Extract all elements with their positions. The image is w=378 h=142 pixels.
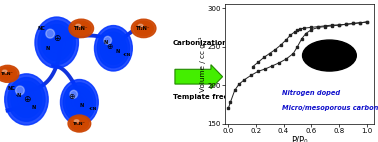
Ellipse shape — [74, 23, 88, 34]
Ellipse shape — [108, 42, 119, 55]
Text: Tf₂N⁻: Tf₂N⁻ — [73, 122, 86, 126]
Text: Micro/mesoporous carbon: Micro/mesoporous carbon — [282, 105, 378, 111]
Text: -N: -N — [16, 93, 22, 98]
Ellipse shape — [79, 27, 84, 30]
Text: ⊕: ⊕ — [107, 42, 113, 51]
Ellipse shape — [302, 40, 356, 71]
Ellipse shape — [44, 28, 69, 57]
Ellipse shape — [94, 26, 132, 71]
Ellipse shape — [76, 24, 81, 27]
Ellipse shape — [70, 90, 77, 98]
Ellipse shape — [134, 21, 153, 36]
Ellipse shape — [46, 29, 54, 38]
Ellipse shape — [5, 72, 10, 76]
Ellipse shape — [97, 29, 130, 68]
Ellipse shape — [14, 85, 39, 114]
Ellipse shape — [68, 89, 90, 115]
Ellipse shape — [69, 19, 94, 38]
Ellipse shape — [23, 96, 29, 103]
Text: Template free: Template free — [173, 94, 228, 100]
Text: N: N — [32, 105, 36, 110]
Text: ⊕: ⊕ — [23, 95, 30, 104]
Ellipse shape — [20, 92, 33, 107]
Ellipse shape — [54, 39, 60, 46]
Ellipse shape — [0, 67, 17, 81]
Text: ⊕: ⊕ — [53, 34, 60, 43]
Text: Tf₂N⁻: Tf₂N⁻ — [136, 26, 151, 31]
Ellipse shape — [5, 74, 48, 125]
Text: NC: NC — [8, 85, 15, 91]
Ellipse shape — [17, 88, 36, 110]
Ellipse shape — [3, 70, 7, 73]
Text: N: N — [115, 49, 119, 54]
Ellipse shape — [77, 99, 82, 106]
Ellipse shape — [75, 120, 84, 127]
Ellipse shape — [3, 70, 12, 77]
Ellipse shape — [102, 35, 124, 61]
Ellipse shape — [41, 24, 72, 61]
Text: N: N — [79, 103, 84, 108]
Ellipse shape — [71, 92, 87, 112]
Ellipse shape — [0, 65, 19, 82]
Ellipse shape — [71, 21, 91, 36]
Ellipse shape — [70, 117, 88, 130]
Ellipse shape — [66, 86, 93, 118]
Ellipse shape — [11, 81, 42, 118]
Text: -CN: -CN — [123, 53, 131, 57]
Ellipse shape — [111, 45, 116, 52]
Ellipse shape — [138, 24, 143, 27]
Ellipse shape — [51, 35, 63, 50]
Ellipse shape — [141, 27, 146, 30]
Ellipse shape — [60, 80, 98, 125]
Text: N: N — [104, 40, 108, 45]
Text: Tf₂N⁻: Tf₂N⁻ — [1, 72, 14, 76]
Ellipse shape — [73, 118, 86, 129]
Ellipse shape — [1, 69, 14, 79]
Text: -CN: -CN — [89, 107, 97, 111]
FancyArrow shape — [175, 65, 223, 89]
Ellipse shape — [15, 86, 24, 95]
X-axis label: P/P₀: P/P₀ — [291, 135, 308, 142]
Ellipse shape — [8, 78, 45, 121]
Ellipse shape — [38, 21, 75, 64]
Ellipse shape — [47, 32, 66, 54]
Y-axis label: Volume / cc g⁻¹: Volume / cc g⁻¹ — [199, 36, 206, 92]
Ellipse shape — [63, 83, 96, 122]
Ellipse shape — [74, 120, 79, 122]
Text: Nitrogen doped: Nitrogen doped — [282, 89, 340, 96]
Text: Carbonization: Carbonization — [173, 40, 228, 46]
Ellipse shape — [100, 32, 127, 64]
Ellipse shape — [68, 115, 91, 132]
Ellipse shape — [76, 25, 86, 32]
Ellipse shape — [136, 23, 151, 34]
Ellipse shape — [132, 19, 156, 38]
Text: N: N — [45, 46, 50, 51]
Ellipse shape — [74, 96, 85, 109]
Ellipse shape — [35, 17, 79, 68]
Ellipse shape — [139, 25, 149, 32]
Ellipse shape — [77, 122, 82, 125]
Ellipse shape — [105, 38, 121, 58]
Text: ⊕: ⊕ — [69, 92, 75, 101]
Text: NC: NC — [38, 26, 45, 31]
Text: Tf₂N⁻: Tf₂N⁻ — [74, 26, 88, 31]
Ellipse shape — [104, 36, 112, 44]
